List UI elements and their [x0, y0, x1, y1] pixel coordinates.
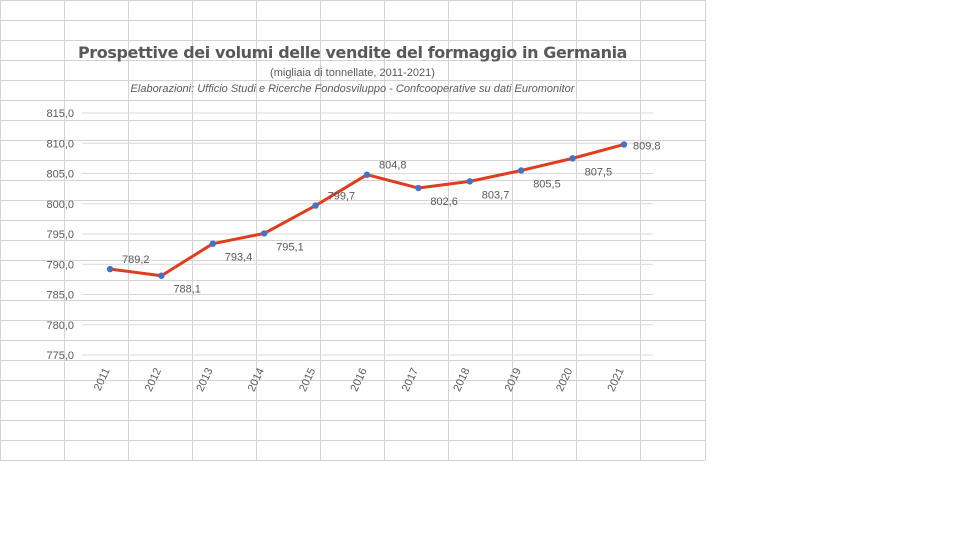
data-label: 805,5: [533, 178, 561, 190]
data-point: [466, 178, 473, 185]
data-point: [261, 230, 268, 237]
data-point: [106, 265, 114, 273]
data-point: [415, 184, 422, 192]
data-point: [518, 167, 525, 174]
y-tick-label: 780,0: [46, 320, 74, 332]
x-tick-label: 2011: [92, 366, 113, 393]
x-tick-label: 2012: [143, 366, 164, 393]
x-tick-label: 2019: [503, 366, 524, 393]
data-label: 802,6: [430, 196, 458, 208]
x-tick-label: 2017: [400, 366, 421, 393]
data-label: 789,2: [122, 254, 150, 266]
data-label: 807,5: [585, 166, 613, 178]
data-label: 795,1: [276, 241, 304, 253]
x-tick-label: 2015: [297, 366, 318, 393]
y-tick-label: 805,0: [46, 169, 74, 181]
x-tick-label: 2021: [605, 366, 626, 393]
data-point: [569, 155, 576, 162]
x-tick-label: 2020: [554, 366, 575, 393]
data-point: [158, 272, 165, 279]
y-tick-label: 810,0: [46, 138, 74, 150]
data-label: 799,7: [328, 191, 356, 203]
cell-gridlines: [0, 0, 706, 461]
data-point: [363, 171, 371, 178]
data-point: [620, 141, 628, 148]
data-label: 804,8: [379, 160, 407, 172]
y-tick-label: 800,0: [46, 199, 74, 211]
data-label: 788,1: [173, 284, 201, 296]
chart-title: Prospettive dei volumi delle vendite del…: [77, 43, 628, 62]
y-tick-label: 785,0: [46, 290, 74, 302]
data-point: [209, 240, 216, 247]
x-axis: 2011 2012 2013 2014 2015 2016 2017 2018 2019 2020…: [92, 366, 627, 393]
x-tick-label: 2018: [451, 366, 472, 393]
y-tick-label: 815,0: [46, 108, 74, 120]
x-tick-label: 2013: [194, 366, 215, 393]
chart-source-note: Elaborazioni: Ufficio Studi e Ricerche F…: [130, 83, 575, 95]
data-point: [312, 202, 319, 209]
chart-subtitle: (migliaia di tonnellate, 2011-2021): [270, 67, 435, 79]
y-tick-label: 790,0: [46, 259, 74, 271]
y-tick-label: 795,0: [46, 229, 74, 241]
x-tick-label: 2016: [348, 366, 369, 393]
data-labels: 789,2 788,1 793,4 795,1 799,7 804,8 802,6 803,7…: [122, 140, 661, 295]
y-tick-label: 775,0: [46, 350, 74, 362]
data-label: 793,4: [225, 252, 253, 264]
series-line-group: [106, 141, 628, 279]
data-label: 809,8: [633, 140, 661, 152]
y-axis: 775,0 780,0 785,0 790,0 795,0 800,0 805,0 810,0…: [46, 108, 653, 362]
series-line: [109, 143, 625, 278]
data-label: 803,7: [482, 189, 510, 201]
x-tick-label: 2014: [246, 366, 267, 393]
